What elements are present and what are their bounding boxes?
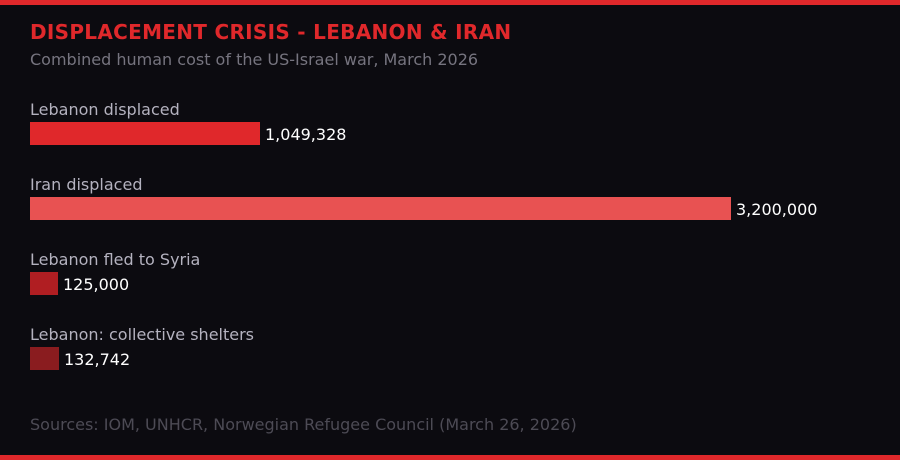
bar-row: Iran displaced 3,200,000 xyxy=(30,175,890,235)
bottom-accent-stripe xyxy=(0,455,900,460)
sources-footnote: Sources: IOM, UNHCR, Norwegian Refugee C… xyxy=(30,415,577,434)
bar-label: Iran displaced xyxy=(30,175,143,194)
bar xyxy=(30,122,260,145)
bar-label: Lebanon displaced xyxy=(30,100,180,119)
bar-row: Lebanon fled to Syria 125,000 xyxy=(30,250,890,310)
top-accent-stripe xyxy=(0,0,900,5)
bar-value-label: 125,000 xyxy=(63,275,130,294)
bar-row: Lebanon: collective shelters 132,742 xyxy=(30,325,890,385)
bar-label: Lebanon fled to Syria xyxy=(30,250,201,269)
bar xyxy=(30,272,58,295)
bar xyxy=(30,347,59,370)
bar xyxy=(30,197,731,220)
bar-row: Lebanon displaced 1,049,328 xyxy=(30,100,890,160)
chart-subtitle: Combined human cost of the US-Israel war… xyxy=(30,50,479,69)
bar-label: Lebanon: collective shelters xyxy=(30,325,255,344)
chart-title: DISPLACEMENT CRISIS - LEBANON & IRAN xyxy=(30,20,512,44)
bar-value-label: 132,742 xyxy=(64,350,131,369)
bar-value-label: 1,049,328 xyxy=(265,125,347,144)
bar-value-label: 3,200,000 xyxy=(736,200,818,219)
